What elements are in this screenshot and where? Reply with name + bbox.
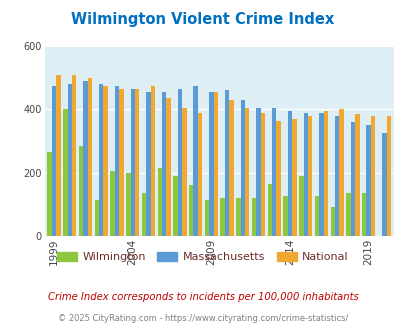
Bar (56, 75, 61, 236)
Bar (119, 89, 123, 236)
Bar (271, 108, 276, 236)
Bar (292, 119, 296, 236)
Bar (204, 200, 209, 236)
Bar (220, 198, 224, 236)
Bar (287, 111, 292, 236)
Bar (189, 185, 193, 236)
Bar (72, 75, 76, 236)
Bar (345, 193, 350, 236)
Bar (79, 146, 83, 236)
Text: Wilmington Violent Crime Index: Wilmington Violent Crime Index (71, 12, 334, 26)
Bar (318, 113, 323, 236)
Bar (177, 89, 182, 236)
Bar (68, 84, 72, 236)
Bar (323, 111, 327, 236)
Bar (173, 176, 177, 236)
Bar (256, 108, 260, 236)
Bar (157, 168, 162, 236)
Bar (314, 196, 318, 236)
Bar (162, 92, 166, 236)
Bar (354, 114, 359, 236)
Bar (47, 152, 52, 236)
Text: Crime Index corresponds to incidents per 100,000 inhabitants: Crime Index corresponds to incidents per… (47, 292, 358, 302)
Bar (236, 198, 240, 236)
Bar (83, 81, 87, 236)
Bar (361, 193, 366, 236)
Bar (224, 90, 229, 236)
Bar (240, 100, 245, 236)
Bar (303, 113, 307, 236)
Bar (386, 116, 390, 236)
Bar (350, 122, 354, 236)
Bar (130, 89, 134, 236)
Bar (94, 200, 99, 236)
Bar (283, 196, 287, 236)
Legend: Wilmington, Massachusetts, National: Wilmington, Massachusetts, National (53, 248, 352, 267)
Bar (134, 89, 139, 236)
Bar (146, 92, 150, 236)
Bar (339, 110, 343, 236)
Bar (209, 92, 213, 236)
Bar (366, 125, 370, 236)
Bar (126, 173, 130, 236)
Bar (63, 110, 68, 236)
Bar (381, 133, 386, 236)
Bar (99, 84, 103, 236)
Bar (370, 116, 374, 236)
Bar (307, 116, 311, 236)
Bar (276, 120, 280, 236)
Bar (197, 113, 202, 236)
Bar (103, 86, 108, 236)
Bar (182, 108, 186, 236)
Bar (110, 171, 115, 236)
Bar (334, 116, 339, 236)
Bar (52, 86, 56, 236)
Bar (141, 193, 146, 236)
Bar (87, 78, 92, 236)
Bar (298, 176, 303, 236)
Bar (193, 86, 197, 236)
Bar (267, 184, 271, 236)
Bar (213, 92, 217, 236)
Bar (245, 108, 249, 236)
Bar (260, 113, 264, 236)
Bar (150, 86, 155, 236)
Text: © 2025 CityRating.com - https://www.cityrating.com/crime-statistics/: © 2025 CityRating.com - https://www.city… (58, 314, 347, 323)
Bar (330, 208, 334, 236)
Bar (115, 86, 119, 236)
Bar (229, 100, 233, 236)
Bar (252, 198, 256, 236)
Bar (166, 98, 171, 236)
